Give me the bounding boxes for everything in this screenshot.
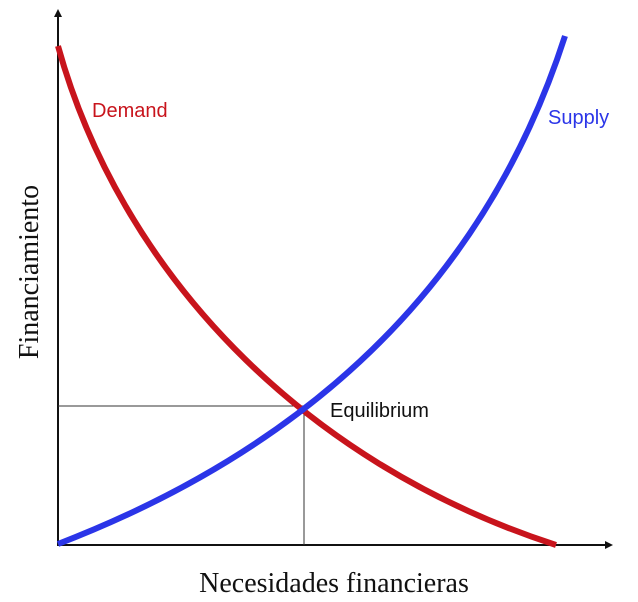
x-axis-label: Necesidades financieras [199, 568, 469, 599]
demand-label: Demand [92, 100, 168, 122]
supply-curve [56, 35, 568, 547]
demand-curve [55, 45, 557, 548]
supply-label: Supply [548, 107, 609, 129]
equilibrium-label: Equilibrium [330, 400, 429, 422]
y-axis-label: Financiamiento [14, 185, 45, 359]
